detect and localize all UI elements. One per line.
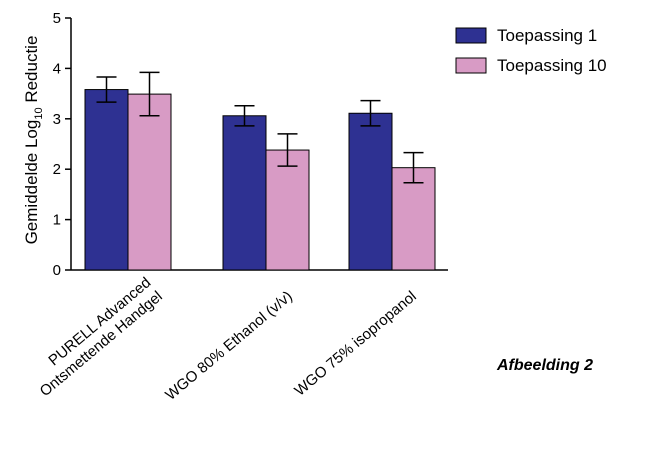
figure-caption: Afbeelding 2 bbox=[497, 357, 594, 374]
y-tick-label: 3 bbox=[53, 111, 61, 128]
y-tick-label: 0 bbox=[53, 262, 61, 279]
category-label-line: WGO 75% isopropanol bbox=[291, 288, 419, 400]
y-tick-label: 2 bbox=[53, 161, 61, 178]
y-tick-label: 5 bbox=[53, 10, 61, 27]
category-label-line: Ontsmettende Handgel bbox=[37, 288, 166, 400]
bar bbox=[222, 115, 267, 271]
legend-label: Toepassing 1 bbox=[497, 26, 597, 45]
y-tick-label: 4 bbox=[53, 60, 61, 77]
category-label-line: WGO 80% Ethanol (v/v) bbox=[162, 288, 296, 404]
bar bbox=[265, 149, 310, 271]
y-axis-label-subscript: 10 bbox=[33, 107, 45, 119]
error-bars bbox=[96, 71, 424, 184]
bar bbox=[127, 93, 172, 271]
legend: Toepassing 1 Toepassing 10 bbox=[455, 26, 607, 75]
legend-label: Toepassing 10 bbox=[497, 56, 607, 75]
y-axis-label-suffix: Reductie bbox=[22, 36, 41, 108]
bar bbox=[348, 112, 393, 271]
legend-swatch bbox=[455, 27, 487, 44]
category-label: WGO 75% isopropanol bbox=[291, 288, 419, 400]
bars bbox=[84, 89, 436, 271]
y-axis-label-prefix: Gemiddelde Log bbox=[22, 120, 41, 245]
bar bbox=[84, 89, 129, 271]
legend-swatch bbox=[455, 57, 487, 74]
y-tick-label: 1 bbox=[53, 212, 61, 229]
y-axis-label: Gemiddelde Log10 Reductie bbox=[22, 36, 45, 245]
category-label: PURELL AdvancedOntsmettende Handgel bbox=[25, 274, 166, 400]
category-label: WGO 80% Ethanol (v/v) bbox=[162, 288, 296, 404]
